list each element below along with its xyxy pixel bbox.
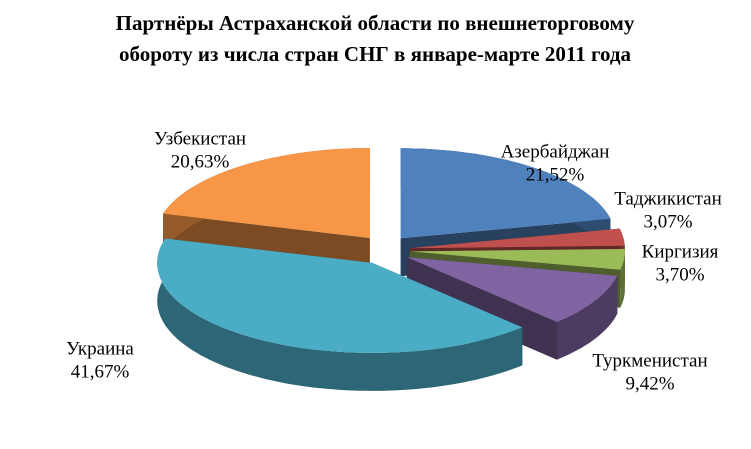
slice-label: Украина [66, 338, 134, 359]
slice-label: Узбекистан [154, 128, 246, 149]
value-label: 20,63% [171, 151, 230, 172]
slice-top [409, 249, 625, 270]
chart-title: Партнёры Астраханской области по внешнет… [115, 11, 635, 66]
slice-top [157, 238, 523, 353]
slice-wall [557, 275, 618, 360]
value-label: 9,42% [625, 373, 674, 394]
slice-top [400, 148, 611, 239]
value-label: 3,07% [643, 211, 692, 232]
slice-top [409, 228, 625, 249]
slice-top [163, 148, 370, 238]
value-label: 21,52% [526, 164, 585, 185]
slice-label: Киргизия [642, 241, 719, 262]
slice-wall [620, 249, 625, 308]
value-label: 41,67% [71, 361, 130, 382]
slice-top [406, 257, 618, 322]
slice [157, 238, 523, 391]
value-label: 3,70% [655, 264, 704, 285]
slice-label: Азербайджан [501, 141, 610, 162]
slice-label: Туркменистан [592, 350, 707, 371]
slice-label: Таджикистан [614, 188, 722, 209]
slice-wall [157, 238, 523, 391]
slice [406, 257, 618, 360]
